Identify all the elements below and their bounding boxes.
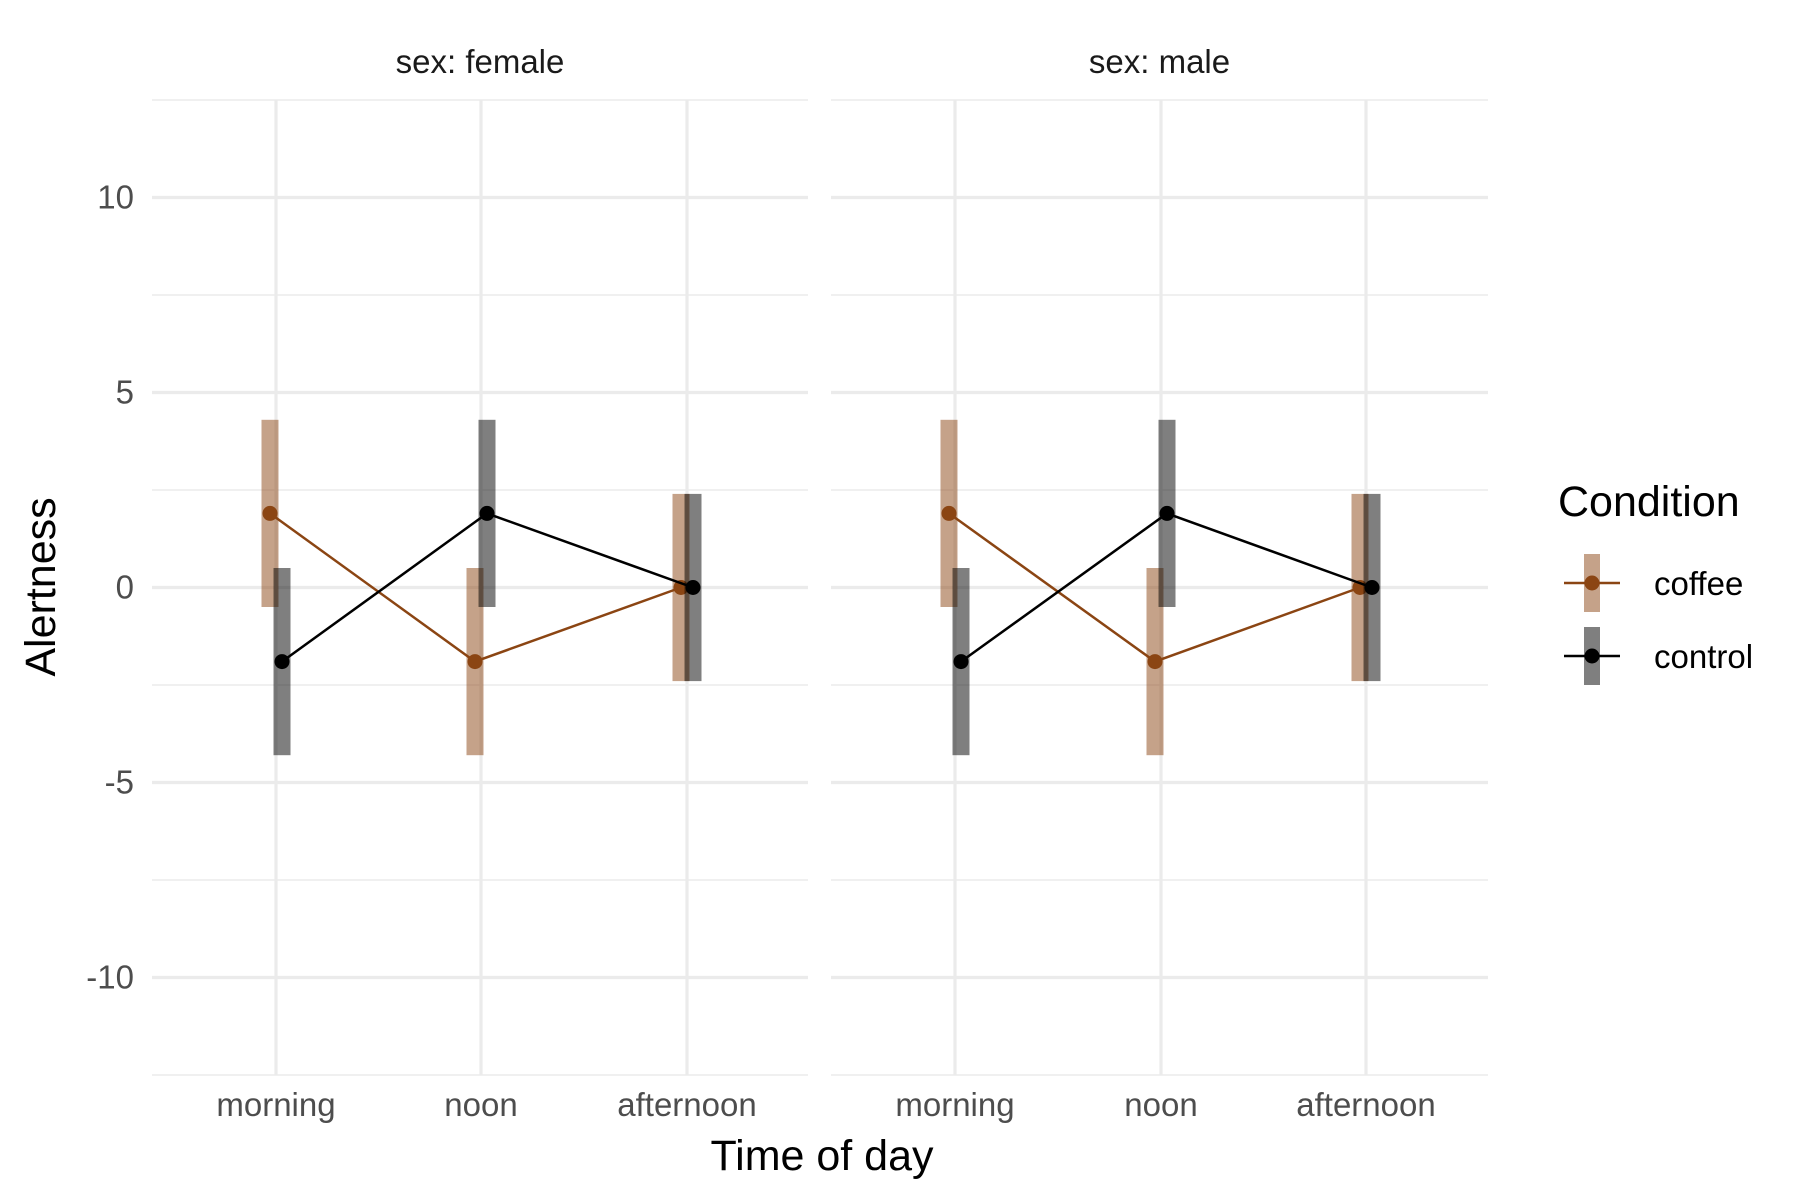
data-point: [685, 580, 701, 595]
x-tick-label: afternoon: [1296, 1086, 1435, 1123]
y-axis: 10 5 0 -5 -10: [86, 179, 134, 996]
legend-key-control: control: [1564, 627, 1753, 685]
data-point: [1147, 654, 1163, 670]
data-point: [941, 505, 957, 521]
data-point: [479, 505, 495, 521]
data-point: [262, 505, 278, 521]
legend-label: control: [1654, 638, 1753, 675]
x-axis-title: Time of day: [710, 1132, 934, 1180]
y-tick-label: -5: [105, 764, 134, 801]
legend: Condition coffee control: [1558, 478, 1753, 685]
series-control: [952, 419, 1381, 756]
x-tick-label: noon: [1124, 1086, 1197, 1123]
y-tick-label: 0: [116, 569, 134, 606]
panel-1: sex: male morning noon afternoon: [831, 43, 1488, 1123]
x-tick-label: morning: [216, 1086, 335, 1123]
data-point: [953, 654, 969, 670]
legend-key-coffee: coffee: [1564, 554, 1743, 612]
x-tick-label: noon: [444, 1086, 517, 1123]
data-point: [467, 654, 483, 670]
data-point: [1364, 580, 1380, 595]
legend-title: Condition: [1558, 478, 1740, 526]
y-axis-title: Alertness: [17, 497, 65, 676]
y-tick-label: -10: [86, 959, 134, 996]
panel-0: sex: female morning noon afternoon: [152, 43, 808, 1123]
data-point: [1159, 505, 1175, 521]
y-tick-label: 5: [116, 374, 134, 411]
x-tick-label: morning: [895, 1086, 1014, 1123]
facet-strip-label: sex: male: [1089, 43, 1230, 80]
y-tick-label: 10: [97, 179, 134, 216]
legend-key-point: [1584, 575, 1600, 591]
series-control: [273, 419, 702, 756]
legend-key-point: [1584, 648, 1600, 664]
facet-strip-label: sex: female: [396, 43, 565, 80]
x-tick-label: afternoon: [617, 1086, 756, 1123]
legend-label: coffee: [1654, 565, 1743, 602]
data-point: [274, 654, 290, 670]
